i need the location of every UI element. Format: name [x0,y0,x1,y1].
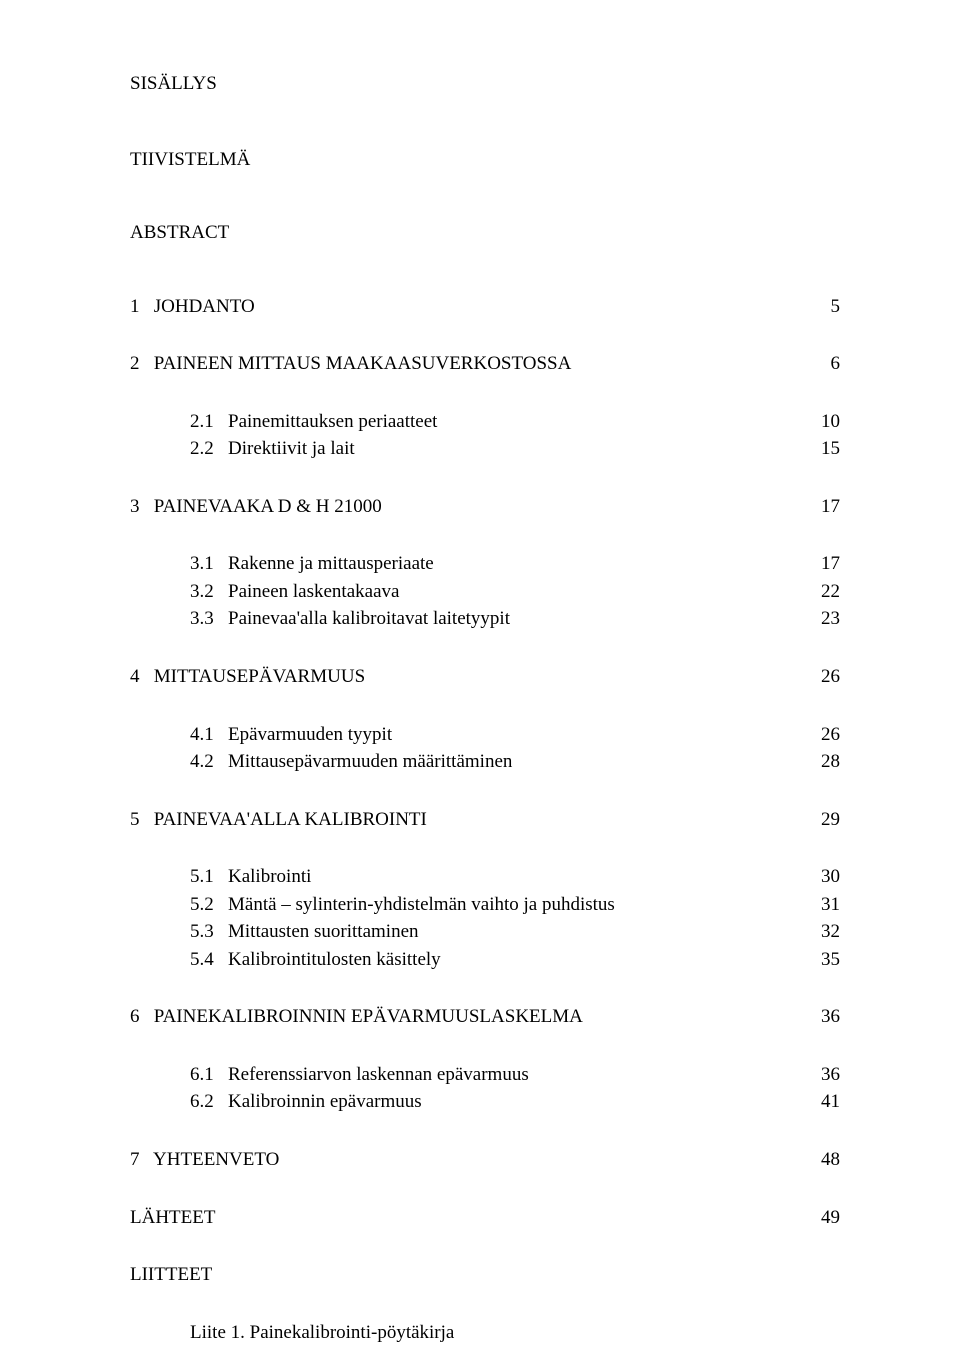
toc-page: 17 [800,550,840,578]
back-liite-1: Liite 1. Painekalibrointi-pöytäkirja [130,1319,840,1346]
toc-entry: 5.4 Kalibrointitulosten käsittely 35 [130,946,840,974]
toc-entry: 2.2 Direktiivit ja lait 15 [130,435,840,463]
toc-page: 31 [800,891,840,919]
toc-label: 3.3 Painevaa'alla kalibroitavat laitetyy… [190,605,800,633]
toc-entry: 5 PAINEVAA'ALLA KALIBROINTI 29 [130,806,840,834]
toc-label: 5.2 Mäntä – sylinterin-yhdistelmän vaiht… [190,891,800,919]
toc-page: 15 [800,435,840,463]
toc-page: 35 [800,946,840,974]
toc-entry: 5.1 Kalibrointi 30 [130,863,840,891]
toc-entry: 2 PAINEEN MITTAUS MAAKAASUVERKOSTOSSA 6 [130,350,840,378]
page: SISÄLLYS TIIVISTELMÄ ABSTRACT 1 JOHDANTO… [0,0,960,1240]
toc-label: 6 PAINEKALIBROINNIN EPÄVARMUUSLASKELMA [130,1003,800,1031]
toc-entry: 6.1 Referenssiarvon laskennan epävarmuus… [130,1061,840,1089]
toc-entry: 3.1 Rakenne ja mittausperiaate 17 [130,550,840,578]
toc-label: 3.1 Rakenne ja mittausperiaate [190,550,800,578]
toc-entry: 5.2 Mäntä – sylinterin-yhdistelmän vaiht… [130,891,840,919]
toc-label: 5 PAINEVAA'ALLA KALIBROINTI [130,806,800,834]
toc-page: 5 [800,293,840,321]
toc-label: LÄHTEET [130,1204,800,1232]
toc-label: 5.4 Kalibrointitulosten käsittely [190,946,800,974]
toc-page: 36 [800,1061,840,1089]
toc-page: 10 [800,408,840,436]
toc-page: 26 [800,721,840,749]
toc-page: 22 [800,578,840,606]
toc-page: 17 [800,493,840,521]
toc-label: 2.1 Painemittauksen periaatteet [190,408,800,436]
toc-page: 23 [800,605,840,633]
toc-label: 6.2 Kalibroinnin epävarmuus [190,1088,800,1116]
toc-entry: 7 YHTEENVETO 48 [130,1146,840,1174]
toc-label: 3 PAINEVAAKA D & H 21000 [130,493,800,521]
toc-page: 36 [800,1003,840,1031]
toc-label: 3.2 Paineen laskentakaava [190,578,800,606]
back-liitteet: LIITTEET [130,1261,840,1289]
toc-entry: 6.2 Kalibroinnin epävarmuus 41 [130,1088,840,1116]
toc-label: 5.3 Mittausten suorittaminen [190,918,800,946]
toc-page: 32 [800,918,840,946]
toc-entry: 3 PAINEVAAKA D & H 21000 17 [130,493,840,521]
toc-page: 41 [800,1088,840,1116]
toc-label: 2.2 Direktiivit ja lait [190,435,800,463]
toc-page: 29 [800,806,840,834]
toc-page: 6 [800,350,840,378]
toc-entry: 5.3 Mittausten suorittaminen 32 [130,918,840,946]
toc-label: 4.1 Epävarmuuden tyypit [190,721,800,749]
toc-heading: SISÄLLYS [130,70,840,98]
front-abstract: ABSTRACT [130,219,840,247]
toc-label: 1 JOHDANTO [130,293,800,321]
front-tiivistelma: TIIVISTELMÄ [130,146,840,174]
toc-label: 2 PAINEEN MITTAUS MAAKAASUVERKOSTOSSA [130,350,800,378]
toc-entry: 3.3 Painevaa'alla kalibroitavat laitetyy… [130,605,840,633]
toc-entry: 6 PAINEKALIBROINNIN EPÄVARMUUSLASKELMA 3… [130,1003,840,1031]
toc-label: 4 MITTAUSEPÄVARMUUS [130,663,800,691]
toc-entry: 2.1 Painemittauksen periaatteet 10 [130,408,840,436]
toc-label: 4.2 Mittausepävarmuuden määrittäminen [190,748,800,776]
toc-page: 26 [800,663,840,691]
toc-label: 7 YHTEENVETO [130,1146,800,1174]
toc-page: 48 [800,1146,840,1174]
toc-page: 28 [800,748,840,776]
toc-page: 30 [800,863,840,891]
toc-entry: 4.2 Mittausepävarmuuden määrittäminen 28 [130,748,840,776]
toc-label: 6.1 Referenssiarvon laskennan epävarmuus [190,1061,800,1089]
toc-entry: 4.1 Epävarmuuden tyypit 26 [130,721,840,749]
toc-entry-lahteet: LÄHTEET 49 [130,1204,840,1232]
toc-entry: 4 MITTAUSEPÄVARMUUS 26 [130,663,840,691]
toc-entry: 1 JOHDANTO 5 [130,293,840,321]
toc-entry: 3.2 Paineen laskentakaava 22 [130,578,840,606]
toc-label: 5.1 Kalibrointi [190,863,800,891]
toc-page: 49 [800,1204,840,1232]
